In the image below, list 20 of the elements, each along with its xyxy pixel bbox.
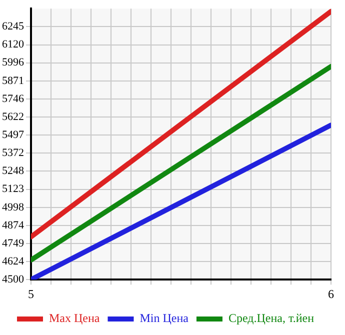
y-tick-label: 4749 [2,237,24,250]
x-tick-label: 5 [28,286,34,301]
y-tick-label: 4874 [2,219,24,232]
y-tick-label: 5123 [2,183,24,196]
y-tick-label: 5746 [2,92,24,105]
legend-label: Max Цена [48,311,100,326]
y-tick-label: 6245 [2,20,24,33]
y-tick-label: 4624 [2,256,24,268]
y-tick-label: 5497 [2,129,24,142]
legend-label: Сред.Цена, т.йен [228,311,315,326]
y-tick-label: 5248 [2,165,24,178]
legend-label: Min Цена [140,311,190,326]
y-tick-label: 5871 [2,74,24,87]
y-tick-label: 6120 [2,38,24,51]
y-tick-label: 5372 [2,147,24,160]
y-tick-label: 5622 [2,110,24,123]
y-tick-label: 5996 [2,56,24,69]
y-tick-label: 4998 [2,201,24,214]
y-tick-label: 4500 [2,273,24,286]
x-tick-label: 6 [328,286,334,301]
